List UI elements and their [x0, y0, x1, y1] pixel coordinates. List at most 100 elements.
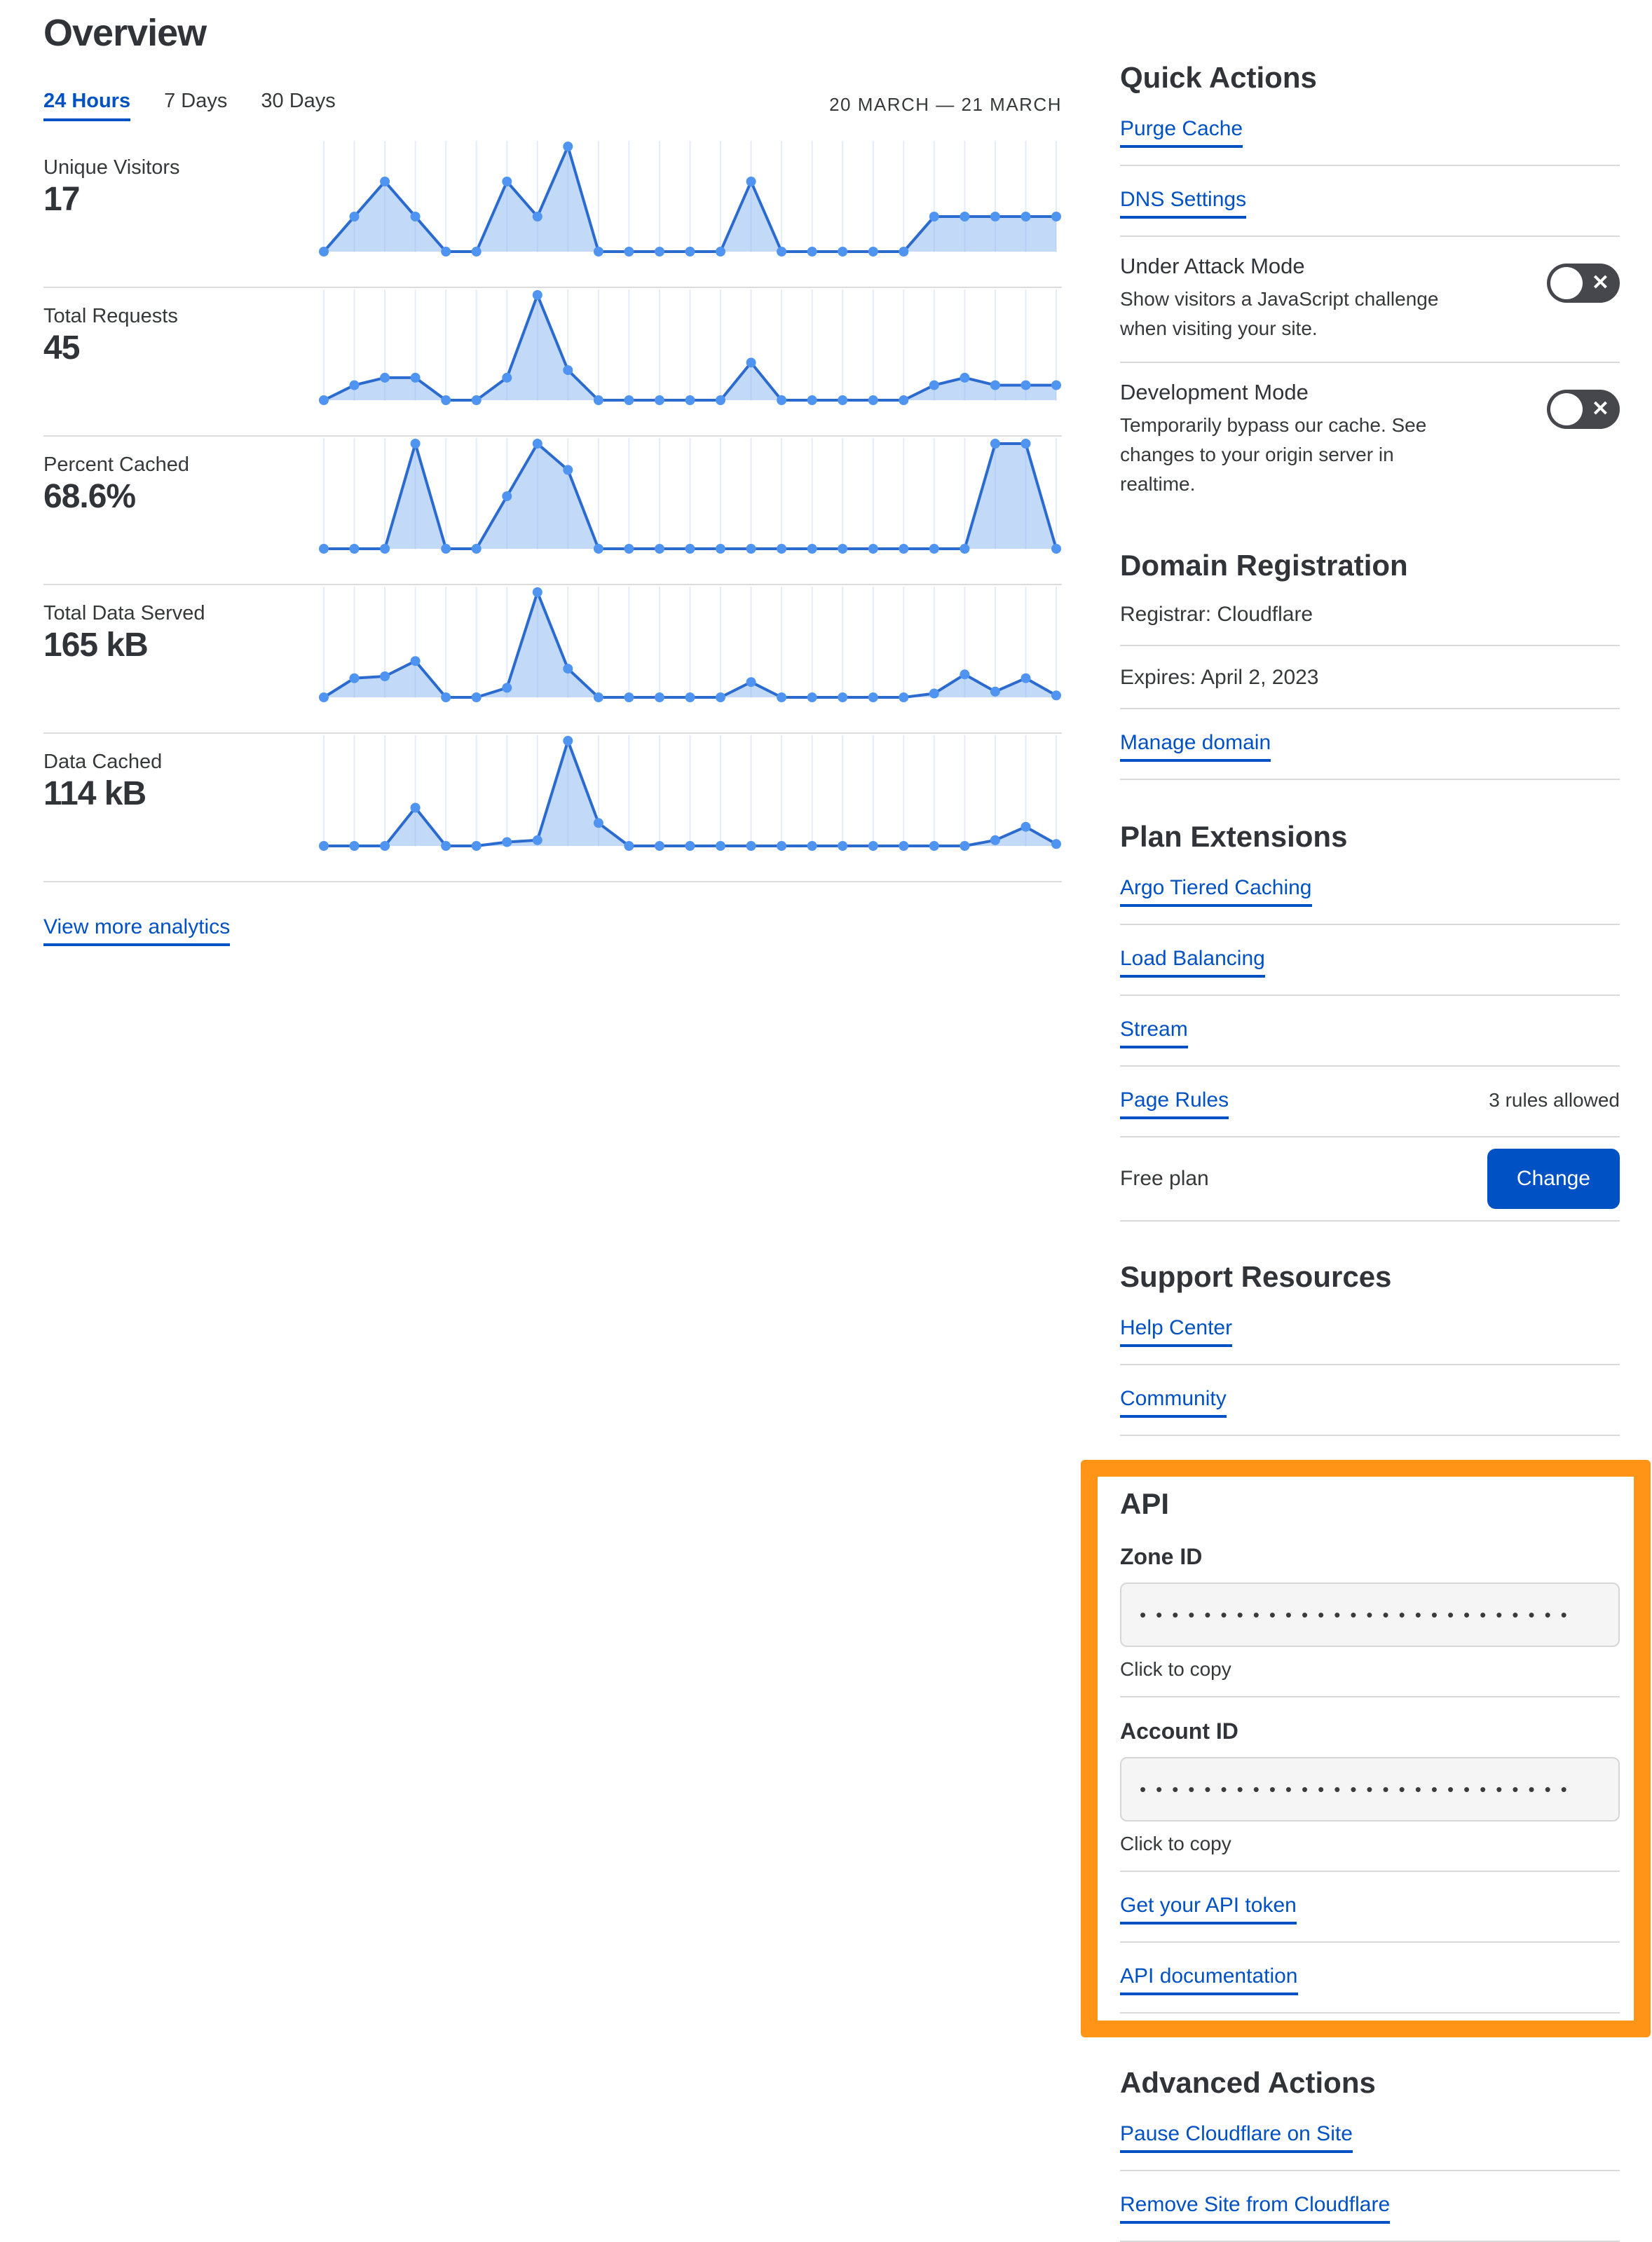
chart-point [502, 683, 512, 693]
api-section-highlighted: API Zone ID ••••••••••••••••••••••••••• … [1081, 1460, 1651, 2037]
plan-label: Free plan [1120, 1167, 1209, 1190]
chart-point [899, 841, 909, 851]
chart-point [807, 395, 817, 405]
chart-point [929, 212, 939, 221]
chart-area-fill [324, 592, 1056, 697]
chart-point [929, 380, 939, 390]
api-documentation-row: API documentation [1120, 1943, 1620, 2014]
sparkline-total-data-served[interactable] [318, 587, 1062, 707]
metric-row-total-data-served: Total Data Served 165 kB [43, 585, 1062, 734]
chart-point [990, 380, 1000, 390]
time-range-tabs: 24 Hours 7 Days 30 Days 20 MARCH — 21 MARC… [43, 90, 1062, 121]
chart-point [1051, 544, 1061, 554]
zone-id-field[interactable]: ••••••••••••••••••••••••••• [1120, 1583, 1620, 1647]
metric-label: Data Cached [43, 751, 163, 773]
sparkline-total-requests[interactable] [318, 289, 1062, 410]
remove-site-from-cloudflare-link[interactable]: Remove Site from Cloudflare [1120, 2192, 1391, 2224]
chart-point [960, 669, 970, 680]
page-rules-link[interactable]: Page Rules [1120, 1088, 1229, 1119]
chart-point [1020, 673, 1031, 683]
chart-point [929, 688, 939, 699]
purge-cache-row: Purge Cache [1120, 95, 1620, 166]
chart-point [868, 692, 878, 702]
chart-point [349, 380, 360, 390]
sparkline-percent-cached[interactable] [318, 438, 1062, 559]
domain-registration-links: Manage domain [1120, 709, 1620, 780]
chart-gridlines [323, 289, 1057, 401]
chart-point [502, 491, 512, 501]
chart-point [593, 544, 603, 554]
chart-area-fill [324, 741, 1056, 846]
manage-domain-link[interactable]: Manage domain [1120, 730, 1271, 762]
chart-point [471, 692, 482, 702]
tab-30-days[interactable]: 30 Days [261, 90, 336, 112]
pause-cloudflare-on-site-row: Pause Cloudflare on Site [1120, 2100, 1620, 2171]
chart-point [532, 439, 542, 449]
change-plan-button[interactable]: Change [1487, 1149, 1620, 1209]
chart-point [1020, 821, 1031, 832]
sparkline-unique-visitors[interactable] [318, 141, 1062, 261]
chart-point [410, 372, 421, 383]
chart-point [471, 544, 482, 554]
chart-point [563, 142, 573, 151]
development-mode-row: Development Mode Temporarily bypass our c… [1120, 363, 1620, 507]
chart-point [624, 544, 634, 554]
date-range-label: 20 MARCH — 21 MARCH [829, 94, 1062, 115]
chart-point [1051, 212, 1061, 221]
tab-24-hours[interactable]: 24 Hours [43, 90, 131, 121]
account-id-field[interactable]: ••••••••••••••••••••••••••• [1120, 1757, 1620, 1821]
development-mode-toggle[interactable]: ✕ [1547, 390, 1620, 429]
chart-point [899, 692, 909, 702]
chart-point [960, 372, 970, 383]
community-row: Community [1120, 1365, 1620, 1436]
chart-point [777, 841, 787, 851]
chart-point [380, 372, 390, 383]
chart-point [990, 835, 1000, 845]
chart-point [441, 247, 451, 257]
chart-point [929, 841, 939, 851]
stream-link[interactable]: Stream [1120, 1017, 1188, 1048]
chart-point [410, 439, 421, 449]
chart-point [868, 841, 878, 851]
dns-settings-link[interactable]: DNS Settings [1120, 187, 1247, 219]
chart-point [441, 841, 451, 851]
get-your-api-token-row: Get your API token [1120, 1872, 1620, 1943]
metric-row-unique-visitors: Unique Visitors 17 [43, 139, 1062, 288]
chart-point [838, 841, 848, 851]
tab-7-days[interactable]: 7 Days [164, 90, 228, 112]
community-link[interactable]: Community [1120, 1386, 1227, 1418]
sparkline-data-cached[interactable] [318, 735, 1062, 856]
pause-cloudflare-on-site-link[interactable]: Pause Cloudflare on Site [1120, 2121, 1353, 2153]
chart-point [319, 544, 329, 554]
metric-row-data-cached: Data Cached 114 kB [43, 734, 1062, 882]
chart-point [563, 365, 573, 376]
load-balancing-link[interactable]: Load Balancing [1120, 946, 1265, 978]
metric-row-percent-cached: Percent Cached 68.6% [43, 437, 1062, 585]
chart-area-fill [324, 146, 1056, 252]
chart-point [319, 247, 329, 257]
page-title: Overview [43, 12, 207, 54]
under-attack-mode-label: Under Attack Mode [1120, 254, 1305, 278]
chart-point [349, 841, 360, 851]
quick-actions-links: Purge Cache DNS Settings [1120, 95, 1620, 237]
chart-point [685, 544, 695, 554]
chart-point [807, 692, 817, 702]
api-documentation-link[interactable]: API documentation [1120, 1964, 1298, 1995]
purge-cache-link[interactable]: Purge Cache [1120, 116, 1243, 148]
get-your-api-token-link[interactable]: Get your API token [1120, 1893, 1297, 1925]
metric-label: Percent Cached [43, 453, 189, 476]
argo-tiered-caching-link[interactable]: Argo Tiered Caching [1120, 875, 1312, 907]
view-more-analytics-link[interactable]: View more analytics [43, 915, 231, 946]
metric-value: 17 [43, 181, 80, 218]
plan-extensions-heading: Plan Extensions [1120, 820, 1348, 853]
support-resources-heading: Support Resources [1120, 1260, 1392, 1293]
chart-point [838, 544, 848, 554]
chart-point [685, 247, 695, 257]
quick-actions-heading: Quick Actions [1120, 61, 1317, 94]
account-id-label: Account ID [1120, 1718, 1238, 1744]
toggle-knob [1550, 393, 1583, 425]
chart-point [716, 841, 725, 851]
development-mode-label: Development Mode [1120, 380, 1309, 404]
under-attack-mode-toggle[interactable]: ✕ [1547, 264, 1620, 303]
help-center-link[interactable]: Help Center [1120, 1315, 1233, 1347]
